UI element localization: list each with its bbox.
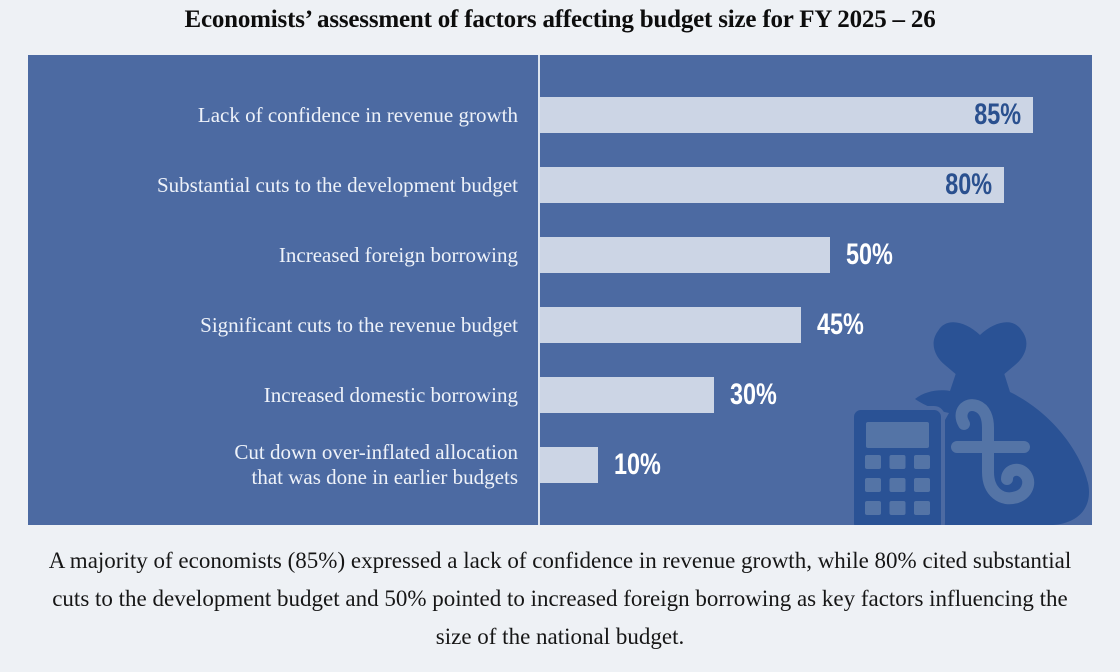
category-label: Increased domestic borrowing xyxy=(263,382,518,407)
bar: 80% xyxy=(540,167,1004,203)
chart-title: Economists’ assessment of factors affect… xyxy=(184,6,936,33)
bar-row: Increased domestic borrowing 30% xyxy=(28,360,1092,430)
axis-divider xyxy=(538,55,540,525)
bar-row: Significant cuts to the revenue budget 45… xyxy=(28,290,1092,360)
category-label: Lack of confidence in revenue growth xyxy=(197,102,518,127)
value-label: 85% xyxy=(974,98,1021,131)
bar-track: 30% xyxy=(538,360,1092,430)
bar-track: 85% xyxy=(538,80,1092,150)
budget-icons xyxy=(850,322,1090,525)
bar xyxy=(540,237,830,273)
bar-track: 50% xyxy=(538,220,1092,290)
value-label: 50% xyxy=(846,238,893,271)
category-label: Substantial cuts to the development budg… xyxy=(156,172,518,197)
category-label: Significant cuts to the revenue budget xyxy=(200,312,518,337)
chart-panel: Lack of confidence in revenue growth 85% S… xyxy=(28,55,1092,525)
category-label: Cut down over-inflated allocation that w… xyxy=(234,440,518,489)
bar-row: Increased foreign borrowing 50% xyxy=(28,220,1092,290)
bar-row: Lack of confidence in revenue growth 85% xyxy=(28,80,1092,150)
bar xyxy=(540,307,801,343)
calculator-icon xyxy=(850,406,945,525)
category-label: Increased foreign borrowing xyxy=(278,242,518,267)
bar-row: Substantial cuts to the development budg… xyxy=(28,150,1092,220)
bar xyxy=(540,377,714,413)
bar xyxy=(540,447,598,483)
bar: 85% xyxy=(540,97,1033,133)
bar-track: 80% xyxy=(538,150,1092,220)
bar-track: 45% xyxy=(538,290,1092,360)
money-bag-icon xyxy=(915,322,1090,525)
value-label: 80% xyxy=(945,168,992,201)
caption: A majority of economists (85%) expressed… xyxy=(48,548,1072,649)
taka-symbol-icon xyxy=(951,399,1035,505)
bar-track: 10% xyxy=(538,430,1092,500)
value-label: 10% xyxy=(614,448,661,481)
bar-row: Cut down over-inflated allocation that w… xyxy=(28,430,1092,500)
value-label: 45% xyxy=(817,308,864,341)
value-label: 30% xyxy=(730,378,777,411)
calculator-buttons xyxy=(865,455,930,515)
